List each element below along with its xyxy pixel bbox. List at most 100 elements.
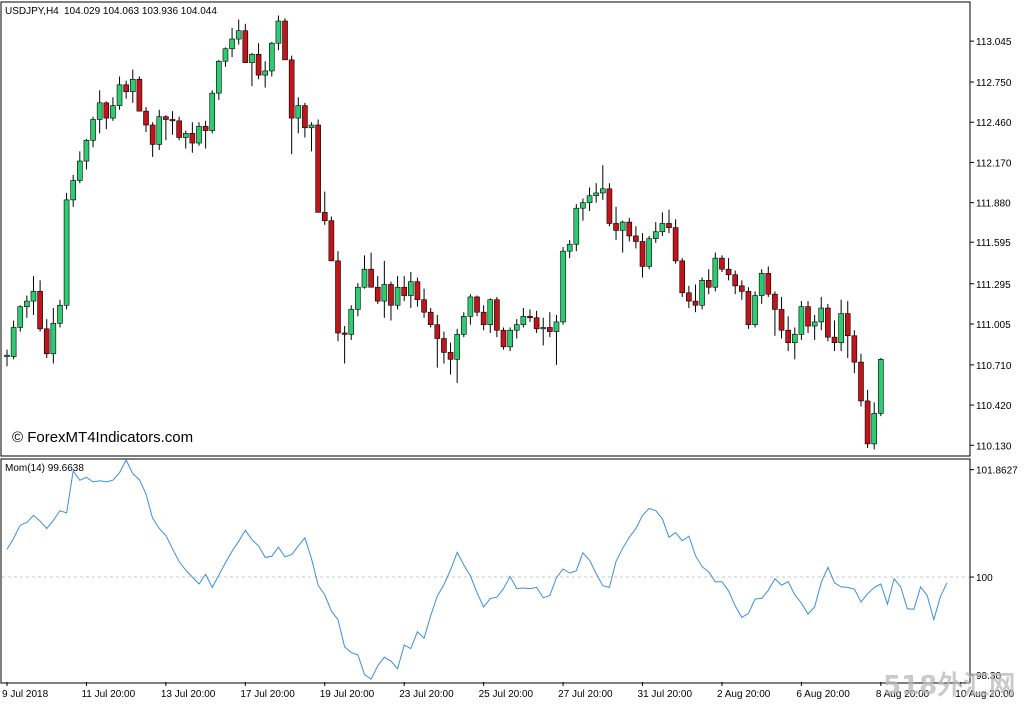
corner-watermark: 518外汇网 [883, 671, 1015, 701]
candle [37, 280, 43, 332]
candle-body-bull [216, 60, 222, 94]
candle-body-bull [507, 329, 513, 348]
candle [83, 138, 90, 170]
candle [467, 294, 474, 325]
candle-body-bear [169, 119, 176, 122]
indicator-label: Mom(14) 99.6638 [5, 463, 84, 474]
candle-body-bull [57, 304, 63, 324]
candle [169, 111, 176, 135]
candle [613, 206, 619, 241]
candle [308, 122, 315, 152]
candle [666, 209, 672, 234]
candle-body-bear [388, 284, 394, 306]
candle-body-bear [288, 59, 295, 119]
candle [844, 301, 851, 358]
candle-body-bear [43, 328, 50, 355]
candle-body-bear [255, 54, 262, 76]
candle [321, 191, 328, 225]
candle-body-bear [692, 300, 699, 306]
candle-body-bull [838, 313, 844, 343]
candle-body-bull [580, 202, 586, 209]
candles [4, 15, 884, 450]
candle [335, 251, 341, 342]
candle-body-bear [103, 102, 110, 119]
candle-body-bull [791, 334, 798, 343]
time-tick-label: 10 Aug 20:00 [955, 689, 1014, 700]
candle [209, 90, 216, 134]
candle-body-bull [871, 413, 878, 445]
candle [328, 216, 335, 262]
candle-body-bull [361, 268, 368, 288]
candle [30, 276, 37, 315]
candle-body-bear [315, 124, 321, 213]
candle-body-bull [17, 306, 24, 328]
candle [639, 233, 646, 278]
candle [513, 319, 520, 339]
candle-body-bear [441, 338, 447, 353]
price-tick-label: 111.595 [976, 238, 1011, 249]
watermark-text: © ForexMT4Indicators.com [12, 429, 193, 446]
candle [361, 255, 368, 289]
candle [626, 217, 633, 242]
candle [633, 226, 639, 249]
candle [295, 97, 302, 134]
candle-body-bear [136, 78, 143, 112]
candle [758, 269, 765, 304]
candle-body-bear [341, 332, 348, 335]
main-pane-frame [0, 1, 971, 457]
time-tick-label: 25 Jul 20:00 [479, 689, 534, 700]
candle [282, 18, 288, 61]
candle-body-bull [798, 306, 805, 335]
candle-body-bull [599, 188, 606, 194]
price-tick-label: 111.005 [976, 320, 1011, 331]
candle [739, 280, 745, 300]
candle-body-bull [235, 30, 242, 40]
price-tick-label: 112.170 [976, 158, 1012, 169]
candle-body-bull [196, 126, 202, 144]
candle-body-bear [427, 311, 434, 325]
candle-body-bull [460, 316, 467, 335]
candle [573, 204, 580, 252]
candle-body-bull [752, 295, 758, 325]
price-tick-label: 110.420 [976, 401, 1012, 412]
candle-body-bull [24, 300, 30, 307]
candle-body-bull [619, 221, 626, 231]
candle [235, 19, 242, 45]
candle-body-bull [566, 243, 573, 252]
time-axis: 9 Jul 2018 11 Jul 20:00 13 Jul 20:00 17 Jul… [2, 682, 1015, 700]
candle [712, 252, 719, 292]
time-tick-label: 27 Jul 20:00 [558, 689, 613, 700]
candle-body-bear [500, 329, 507, 348]
candle [672, 219, 679, 264]
candle [500, 327, 507, 350]
price-tick-label: 112.460 [976, 118, 1012, 129]
candle [586, 187, 593, 211]
candle [216, 59, 222, 101]
candle-body-bull [593, 192, 599, 197]
candle-body-bear [163, 116, 169, 120]
candle-body-bear [414, 281, 421, 301]
candle [103, 101, 110, 130]
candle-body-bull [209, 92, 216, 131]
candle [765, 266, 772, 297]
candle [619, 220, 626, 253]
candle-body-bear [447, 352, 454, 360]
candle-body-bear [679, 260, 686, 294]
candle [116, 76, 123, 110]
time-tick-label: 9 Jul 2018 [2, 689, 49, 700]
price-tick-label: 112.750 [976, 78, 1012, 89]
time-tick-label: 23 Jul 20:00 [399, 689, 454, 700]
candle-body-bear [401, 286, 408, 296]
candle [805, 301, 811, 333]
candle-body-bear [739, 285, 745, 292]
indicator-tick-label: 98.30 [976, 671, 1001, 682]
candle [593, 183, 599, 203]
candle-body-bull [408, 281, 414, 296]
candle-body-bear [851, 335, 858, 363]
candle [480, 305, 487, 331]
candle [540, 317, 547, 346]
candle [43, 319, 50, 358]
candle [547, 312, 553, 338]
candle-body-bear [368, 268, 374, 288]
